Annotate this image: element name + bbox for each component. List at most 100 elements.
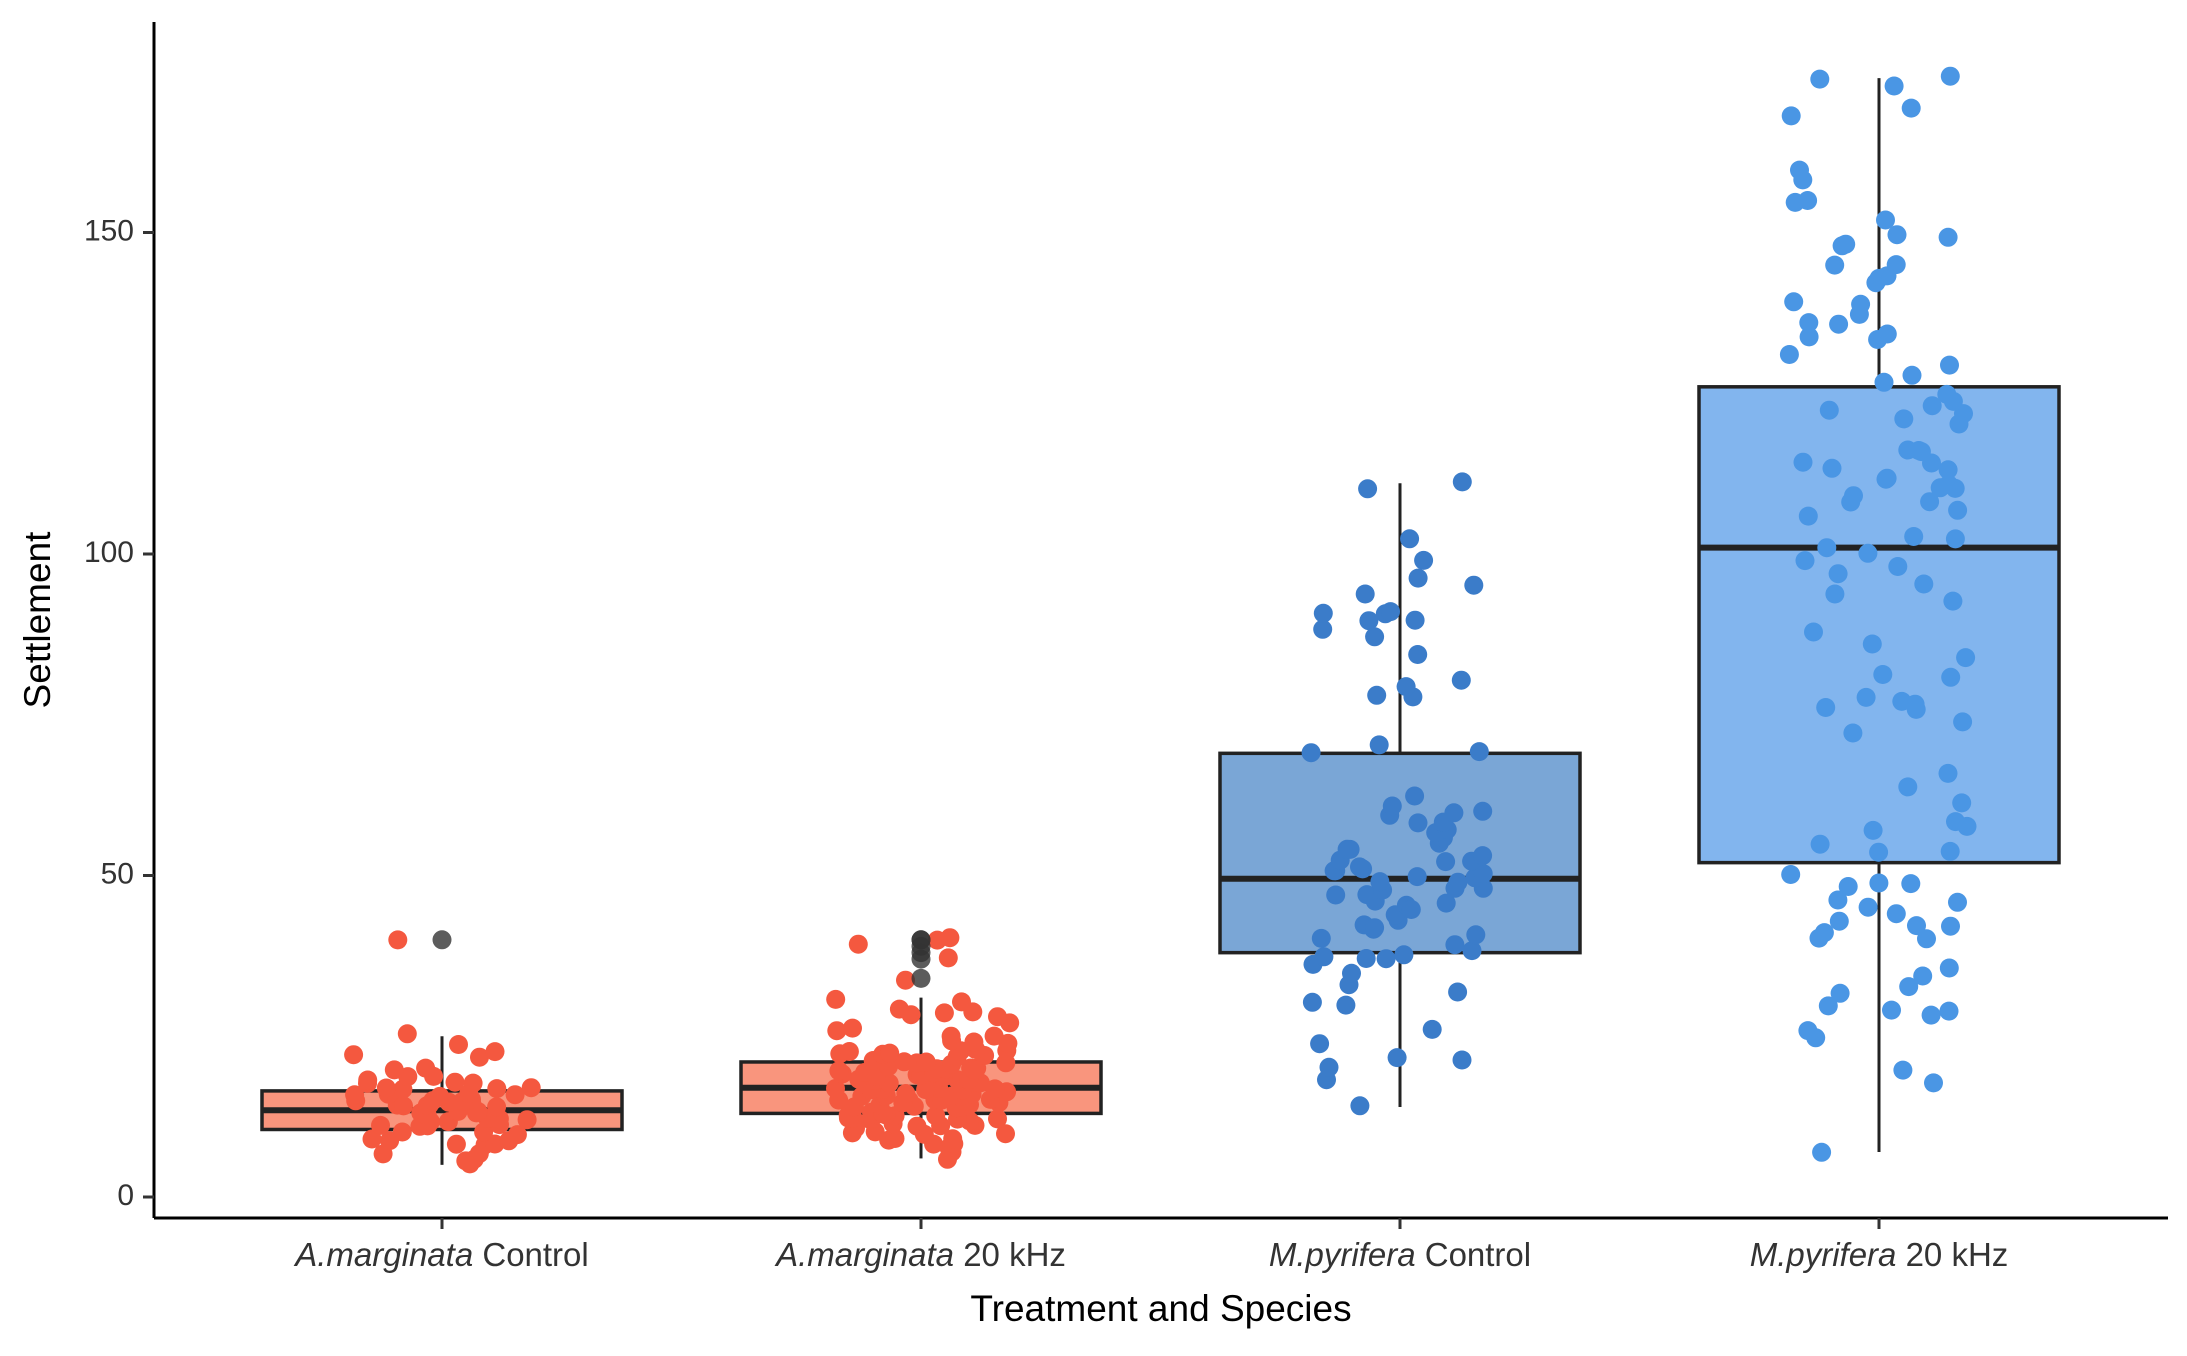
data-point bbox=[1869, 842, 1889, 862]
data-point bbox=[416, 1058, 436, 1078]
data-point bbox=[1876, 210, 1895, 230]
data-point bbox=[934, 1003, 954, 1023]
data-point bbox=[940, 928, 960, 948]
boxes-layer bbox=[260, 78, 2061, 1165]
y-tick-label: 150 bbox=[84, 214, 134, 247]
data-point bbox=[848, 934, 868, 954]
data-point bbox=[1921, 1005, 1941, 1025]
data-point bbox=[1382, 796, 1402, 816]
data-point bbox=[1355, 584, 1375, 604]
data-point bbox=[1444, 803, 1464, 823]
data-point bbox=[1829, 314, 1849, 334]
data-point bbox=[1816, 698, 1836, 717]
points-layer bbox=[344, 66, 1977, 1174]
data-point bbox=[1359, 611, 1379, 631]
y-tick-label: 100 bbox=[84, 536, 134, 569]
data-point bbox=[1822, 458, 1842, 478]
data-point bbox=[521, 1078, 541, 1098]
data-point bbox=[487, 1079, 507, 1099]
data-point bbox=[1943, 591, 1963, 611]
data-point bbox=[1793, 452, 1813, 472]
data-point bbox=[394, 1096, 413, 1116]
data-point bbox=[1920, 492, 1940, 512]
data-point bbox=[1781, 865, 1801, 884]
data-point bbox=[1901, 874, 1921, 894]
data-point bbox=[1937, 384, 1957, 404]
data-point bbox=[1370, 872, 1390, 892]
data-point bbox=[1452, 472, 1472, 492]
data-point bbox=[344, 1045, 364, 1065]
data-point bbox=[1940, 66, 1960, 86]
data-point bbox=[1940, 841, 1960, 861]
data-point bbox=[1464, 575, 1484, 595]
data-point bbox=[1856, 687, 1876, 707]
data-point bbox=[1825, 584, 1845, 604]
data-point bbox=[1830, 983, 1850, 1003]
data-point bbox=[1814, 923, 1834, 943]
data-point bbox=[1319, 1057, 1339, 1077]
data-point bbox=[1337, 839, 1357, 859]
data-point bbox=[941, 1026, 961, 1046]
y-tick-label: 50 bbox=[101, 857, 134, 890]
data-point bbox=[1350, 857, 1369, 877]
data-point bbox=[1448, 982, 1468, 1002]
data-point bbox=[1357, 885, 1377, 905]
data-point bbox=[1832, 236, 1852, 256]
x-axis-title: Treatment and Species bbox=[970, 1288, 1351, 1329]
data-point bbox=[1396, 677, 1416, 697]
data-point bbox=[839, 1042, 859, 1061]
outliers-layer bbox=[432, 930, 931, 988]
data-point bbox=[1350, 1096, 1370, 1116]
data-point bbox=[1473, 801, 1493, 821]
x-tick-label: A.marginata 20 kHz bbox=[774, 1236, 1066, 1273]
data-point bbox=[1365, 918, 1385, 938]
x-tick-label: M.pyrifera Control bbox=[1269, 1236, 1531, 1273]
x-tick-label: M.pyrifera 20 kHz bbox=[1750, 1236, 2009, 1273]
data-point bbox=[1945, 529, 1965, 549]
data-point bbox=[1882, 1000, 1901, 1020]
data-point bbox=[1451, 670, 1471, 690]
data-point bbox=[1473, 864, 1493, 884]
data-point bbox=[1899, 977, 1919, 997]
box-3 bbox=[1218, 483, 1582, 1107]
data-point bbox=[1400, 529, 1420, 549]
data-point bbox=[1844, 486, 1863, 506]
data-point bbox=[449, 1035, 468, 1054]
data-point bbox=[463, 1073, 483, 1093]
data-point bbox=[1828, 564, 1848, 584]
box-4 bbox=[1697, 78, 2061, 1152]
data-point bbox=[505, 1085, 525, 1105]
data-point bbox=[1828, 890, 1848, 910]
data-point bbox=[1874, 372, 1894, 392]
data-point bbox=[1917, 929, 1936, 949]
data-point bbox=[1313, 603, 1333, 623]
data-point bbox=[345, 1085, 365, 1105]
data-point bbox=[1953, 712, 1973, 732]
data-point bbox=[1862, 634, 1882, 654]
data-point bbox=[1819, 400, 1839, 420]
data-point bbox=[880, 1043, 900, 1063]
data-point bbox=[943, 1129, 963, 1149]
data-point bbox=[1818, 996, 1838, 1016]
data-point bbox=[1922, 396, 1942, 416]
data-point bbox=[371, 1115, 390, 1135]
data-point bbox=[1365, 627, 1385, 647]
data-point bbox=[1799, 327, 1819, 347]
box-iqr bbox=[1697, 385, 2061, 865]
data-point bbox=[1799, 313, 1819, 333]
data-point bbox=[984, 1026, 1004, 1046]
data-point bbox=[517, 1110, 537, 1130]
data-point bbox=[926, 1106, 946, 1126]
data-point bbox=[1407, 867, 1427, 887]
data-point bbox=[1405, 610, 1425, 630]
data-point bbox=[826, 989, 846, 1009]
data-point bbox=[1873, 665, 1893, 684]
data-point bbox=[507, 1125, 527, 1145]
data-point bbox=[1358, 479, 1378, 499]
data-point bbox=[1376, 949, 1396, 969]
data-point bbox=[1795, 551, 1815, 571]
data-point bbox=[1812, 1142, 1832, 1162]
data-point bbox=[1381, 602, 1400, 622]
